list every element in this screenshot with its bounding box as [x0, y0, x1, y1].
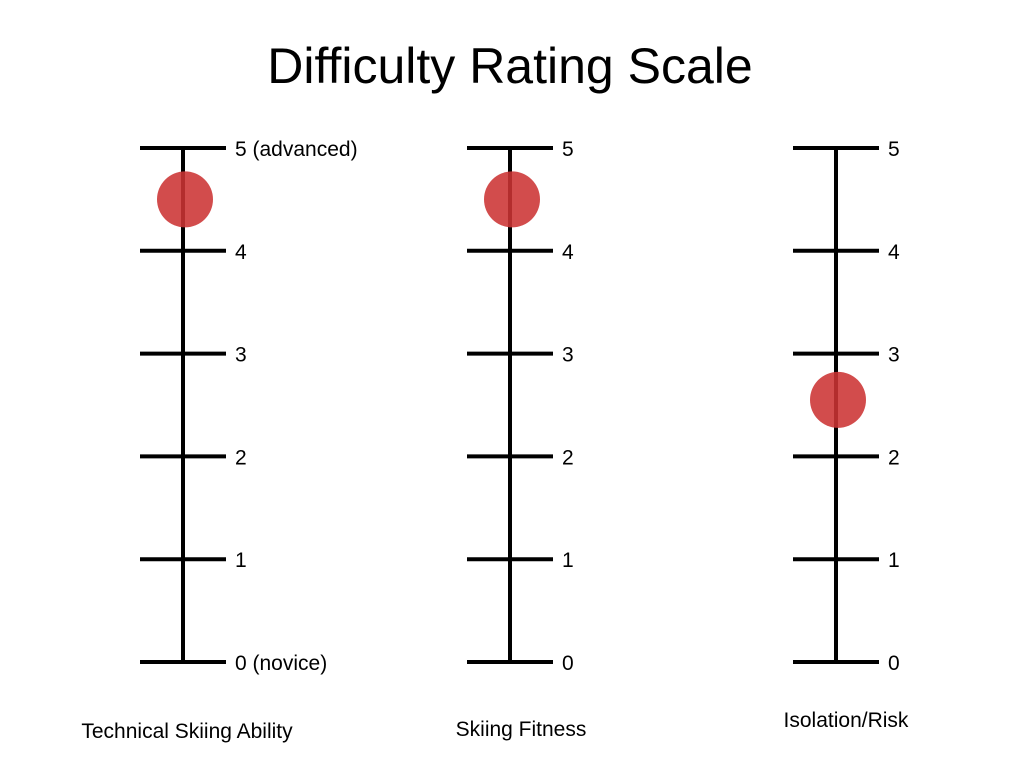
tick-label: 1	[888, 549, 900, 572]
rating-marker	[810, 371, 866, 428]
tick-label: 0	[888, 652, 900, 675]
scale-title: Technical Skiing Ability	[81, 720, 293, 743]
tick-label: 3	[235, 344, 247, 367]
page-title: Difficulty Rating Scale	[267, 38, 753, 94]
tick-label: 2	[562, 446, 574, 469]
rating-marker	[157, 171, 213, 228]
tick-label: 0 (novice)	[235, 652, 327, 675]
tick-label: 2	[235, 446, 247, 469]
tick-label: 0	[562, 652, 574, 675]
scale-title: Skiing Fitness	[456, 718, 587, 741]
scale-2: 0 1 2 3 4 5 Skiing Fitness	[456, 138, 587, 741]
tick-label: 1	[235, 549, 247, 572]
tick-label: 5	[562, 138, 574, 161]
scale-1: 0 (novice) 1 2 3 4 5 (advanced) Technical Skii…	[81, 138, 357, 743]
tick-label: 4	[235, 241, 247, 264]
scale-3: 0 1 2 3 4 5 Isolation/Risk	[784, 138, 909, 732]
tick-label: 3	[562, 344, 574, 367]
tick-label: 3	[888, 344, 900, 367]
tick-label: 5 (advanced)	[235, 138, 358, 161]
scale-title: Isolation/Risk	[784, 709, 909, 732]
tick-label: 2	[888, 446, 900, 469]
tick-label: 5	[888, 138, 900, 161]
tick-label: 1	[562, 549, 574, 572]
tick-label: 4	[562, 241, 574, 264]
tick-label: 4	[888, 241, 900, 264]
rating-marker	[484, 171, 540, 228]
